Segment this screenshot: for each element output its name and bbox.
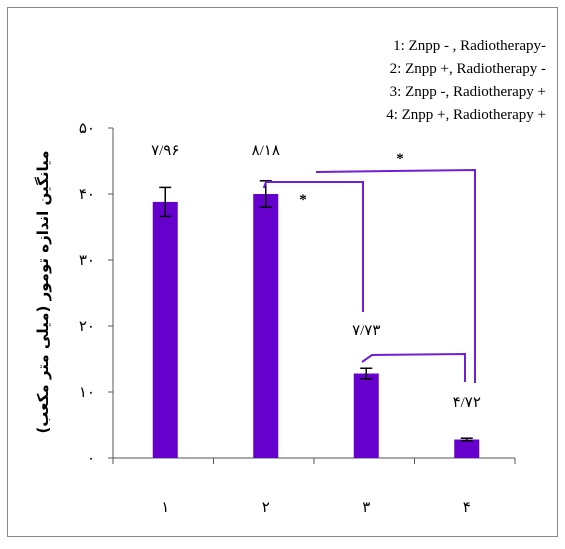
significance-brackets: **	[262, 151, 476, 383]
bar	[353, 373, 379, 458]
bars: ۷/۹۶ ۸/۱۸ ۷/۷۳ ۴/۷۲	[151, 143, 481, 459]
legend-entry-3: 3: Znpp -, Radiotherapy +	[390, 84, 546, 100]
legend-entry-2: 2: Znpp +, Radiotherapy -	[390, 61, 546, 77]
y-tick-label: ۱۰	[79, 385, 95, 401]
bracket-2-4	[315, 168, 476, 383]
data-label: ۸/۱۸	[252, 143, 280, 159]
legend-entry-1: 1: Znpp - , Radiotherapy-	[393, 38, 546, 54]
y-tick-label: ۴۰	[79, 187, 95, 203]
x-tick-label: ۱	[161, 500, 169, 516]
legend: 1: Znpp - , Radiotherapy- 2: Znpp +, Radi…	[386, 38, 546, 123]
bracket-3-4	[361, 352, 466, 382]
x-tick-label: ۳	[362, 500, 370, 516]
y-tick-label: ۲۰	[79, 319, 95, 335]
y-axis-label: میانگین اندازه تومور (میلی متر مکعب)	[34, 150, 52, 433]
y-tick-label: ۵۰	[79, 121, 95, 137]
y-tick-label: ۰	[87, 451, 95, 467]
x-tick-label: ۴	[463, 500, 471, 516]
data-label: ۷/۹۶	[151, 143, 179, 159]
bar	[253, 194, 279, 458]
significance-star: *	[396, 151, 404, 167]
significance-star: *	[299, 192, 307, 208]
x-tick-label: ۲	[262, 500, 270, 516]
data-label: ۴/۷۲	[453, 395, 481, 411]
bar	[152, 201, 178, 459]
data-label: ۷/۷۳	[352, 323, 380, 339]
y-tick-label: ۳۰	[79, 253, 95, 269]
bar	[454, 439, 480, 458]
chart-border	[7, 7, 558, 537]
axes: ۰ ۱۰ ۲۰ ۳۰ ۴۰ ۵۰ ۱ ۲ ۳ ۴	[79, 121, 516, 516]
legend-entry-4: 4: Znpp +, Radiotherapy +	[386, 107, 546, 123]
bracket-2-3	[262, 181, 364, 312]
